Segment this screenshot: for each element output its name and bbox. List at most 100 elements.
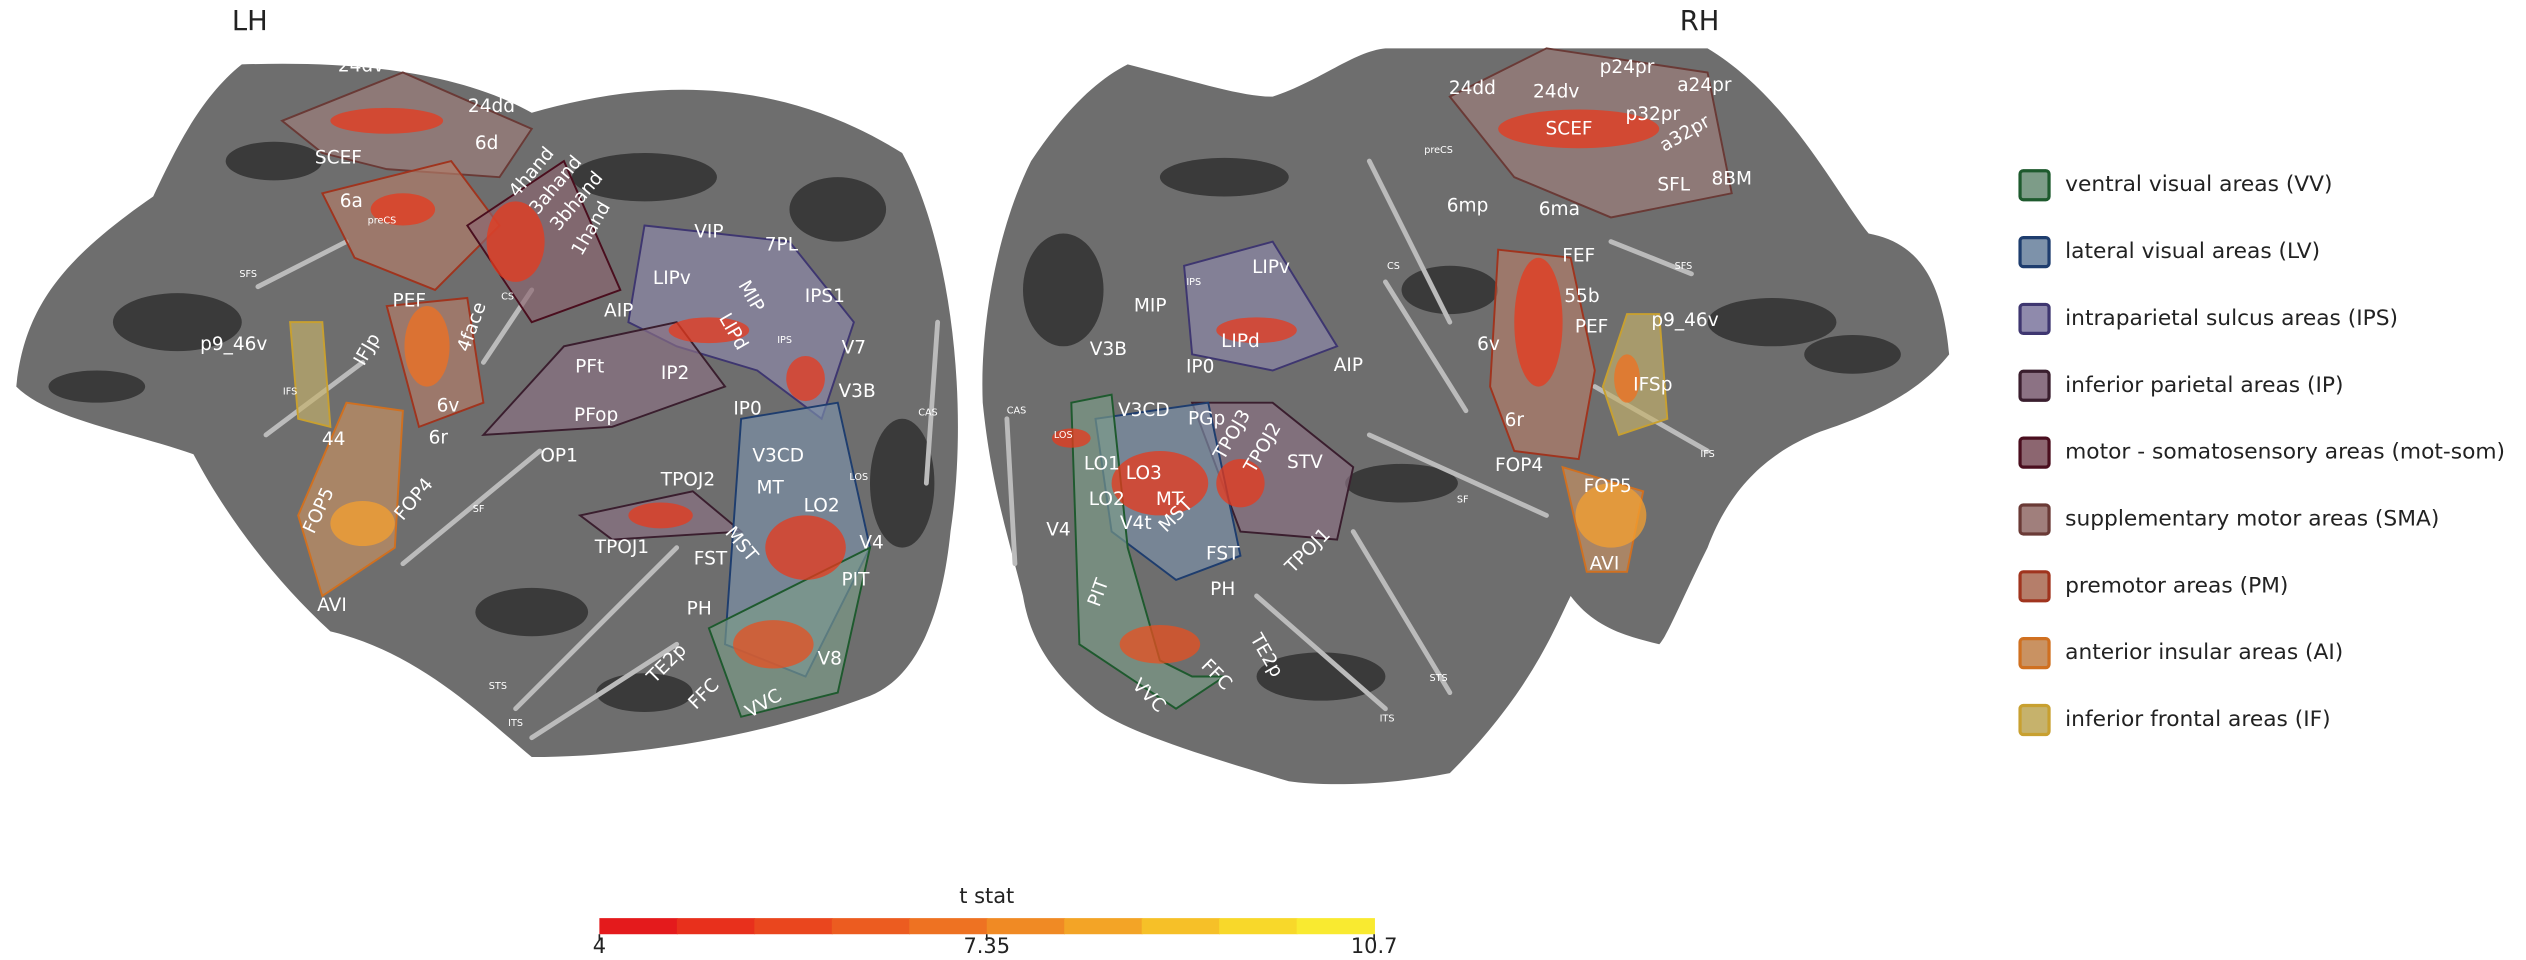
- area-label: 24dv: [338, 56, 384, 77]
- hemisphere-title: RH: [1680, 6, 1720, 37]
- legend-swatch: [2018, 235, 2051, 269]
- legend-swatch: [2018, 570, 2051, 603]
- area-label: 6v: [437, 395, 460, 416]
- legend-label: supplementary motor areas (SMA): [2065, 506, 2439, 531]
- colorbar-tick-label: 4: [593, 934, 606, 958]
- area-label: MT: [1156, 489, 1184, 510]
- area-label: IPS1: [805, 286, 845, 307]
- sulcus-label: SF: [1457, 494, 1469, 505]
- area-label: V7: [842, 337, 866, 358]
- area-label: 24dd: [1449, 78, 1496, 99]
- area-label: V8: [817, 648, 841, 669]
- area-label: p9_46v: [200, 334, 267, 355]
- area-label: LO3: [1126, 463, 1162, 484]
- sulcus-label: IFS: [1700, 449, 1714, 460]
- legend-swatch: [2018, 637, 2051, 670]
- area-label: 44: [322, 429, 346, 450]
- legend-swatch: [2018, 503, 2051, 536]
- legend-swatch: [2018, 369, 2051, 402]
- sulcus-label: LOS: [849, 472, 868, 483]
- sulcus-label: SF: [473, 504, 485, 515]
- area-label: LIPv: [653, 268, 691, 289]
- area-label: 6ma: [1539, 199, 1580, 220]
- area-label: p32pr: [1625, 104, 1680, 125]
- legend-label: lateral visual areas (LV): [2065, 239, 2320, 264]
- area-label: 6r: [429, 428, 449, 449]
- sulcus-label: preCS: [1424, 145, 1453, 156]
- sulcus-label: SFS: [239, 269, 257, 280]
- right-hemisphere: [982, 47, 1950, 785]
- area-label: PFt: [575, 357, 604, 378]
- legend: ventral visual areas (VV) lateral visual …: [2018, 169, 2505, 737]
- sulcus-label: STS: [1429, 673, 1447, 684]
- sulcus-label: ITS: [508, 718, 523, 729]
- colorbar-label: t stat: [959, 884, 1014, 908]
- area-label: FST: [694, 548, 728, 569]
- area-label: PH: [687, 598, 712, 619]
- legend-label: premotor areas (PM): [2065, 573, 2288, 598]
- area-label: V3B: [1090, 339, 1127, 360]
- area-label: IFSp: [1633, 374, 1672, 395]
- activation: [330, 107, 846, 669]
- area-label: 6mp: [1447, 196, 1489, 217]
- area-label: PH: [1210, 579, 1235, 600]
- sulcus-label: CS: [501, 291, 514, 302]
- legend-swatch: [2018, 436, 2051, 469]
- area-label: OP1: [540, 445, 578, 466]
- sulcus-label: IPS: [1186, 277, 1201, 288]
- area-label: SFL: [1657, 175, 1690, 196]
- area-label: PEF: [393, 291, 427, 312]
- colorbar-segment: [831, 918, 911, 935]
- area-label: IP0: [733, 399, 761, 420]
- area-label: 24dd: [468, 96, 515, 117]
- area-label: VIP: [694, 221, 723, 242]
- area-label: IP0: [1186, 357, 1214, 378]
- area-label: SCEF: [315, 147, 362, 168]
- activation: [1051, 109, 1660, 664]
- area-label: 6d: [475, 133, 499, 154]
- area-label: PFop: [574, 405, 618, 426]
- area-label: MT: [756, 478, 784, 499]
- area-label: V3B: [839, 381, 876, 402]
- area-label: V3CD: [1118, 400, 1170, 421]
- colorbar-segment: [1141, 918, 1220, 935]
- colorbar-segment: [1064, 918, 1143, 935]
- legend-label: inferior frontal areas (IF): [2065, 707, 2331, 732]
- colorbar-segment: [676, 918, 756, 935]
- sulcus-label: STS: [489, 681, 507, 692]
- area-label: PGp: [1188, 408, 1225, 429]
- area-label: 8BM: [1711, 168, 1751, 189]
- sulcus-label: CAS: [1007, 406, 1026, 417]
- sulcus-label: CS: [1387, 261, 1400, 272]
- colorbar-segment: [1296, 918, 1375, 935]
- area-label: LIPv: [1252, 257, 1290, 278]
- colorbar-segment: [1219, 918, 1298, 935]
- area-label: FST: [1206, 544, 1240, 565]
- colorbar-tick-label: 7.35: [963, 934, 1010, 958]
- area-label: IP2: [661, 363, 689, 384]
- colorbar: t stat 4 7.35 10.7: [593, 884, 1398, 958]
- area-label: 7PL: [765, 234, 799, 255]
- area-label: STV: [1287, 452, 1323, 473]
- sulcus-label: ITS: [1380, 713, 1395, 724]
- colorbar-tick-label: 10.7: [1351, 934, 1398, 958]
- sulcus-label: IFS: [283, 386, 297, 397]
- sulcus-label: CAS: [918, 407, 937, 418]
- colorbar-segment: [986, 918, 1066, 935]
- area-label: p9_46v: [1651, 310, 1718, 331]
- area-label: LO2: [804, 495, 840, 516]
- left-hemisphere: [16, 63, 958, 758]
- hemisphere-title: LH: [232, 6, 268, 37]
- area-label: V3CD: [752, 445, 804, 466]
- area-label: 55b: [1564, 286, 1599, 307]
- area-label: V4: [859, 532, 883, 553]
- sulcus-label: SFS: [1675, 261, 1693, 272]
- area-label: 24dv: [1533, 81, 1579, 102]
- colorbar-segment: [599, 918, 678, 935]
- area-label: LIPd: [1221, 331, 1260, 352]
- legend-label: anterior insular areas (AI): [2065, 640, 2343, 665]
- area-label: 6r: [1505, 410, 1525, 431]
- sulci-patches: [1023, 157, 1901, 701]
- area-label: MIP: [1134, 296, 1167, 317]
- legend-swatch: [2018, 703, 2051, 737]
